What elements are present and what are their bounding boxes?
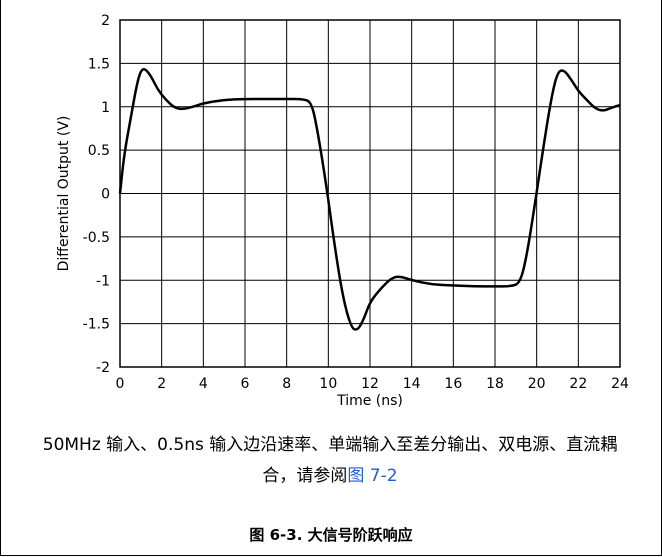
x-tick-label: 4 <box>199 376 208 392</box>
differential-output-trace <box>118 68 621 331</box>
y-tick-labels: 2 1.5 1 0.5 0 -0.5 -1 -1.5 -2 <box>83 13 110 376</box>
x-tick-label: 24 <box>611 376 629 392</box>
y-tick-label: 1.5 <box>88 56 110 72</box>
trace-layer <box>118 68 621 331</box>
x-tick-label: 12 <box>361 376 379 392</box>
x-axis-title: Time (ns) <box>336 393 403 409</box>
x-tick-label: 18 <box>486 376 504 392</box>
x-tick-label: 22 <box>569 376 587 392</box>
x-tick-label: 0 <box>116 376 125 392</box>
y-tick-label: 0 <box>101 187 110 203</box>
y-tick-label: -2 <box>96 360 110 376</box>
y-tick-label: -1.5 <box>83 317 110 333</box>
y-axis-title: Differential Output (V) <box>56 116 72 272</box>
x-tick-label: 16 <box>444 376 462 392</box>
x-tick-label: 2 <box>157 376 166 392</box>
figure-title: 图 6-3. 大信号阶跃响应 <box>249 526 413 544</box>
y-tick-label: -0.5 <box>83 230 110 246</box>
plot-border <box>119 19 621 368</box>
y-tick-label: 0.5 <box>88 143 110 159</box>
x-tick-label: 6 <box>241 376 250 392</box>
x-tick-label: 14 <box>403 376 421 392</box>
y-tick-label: 1 <box>101 100 110 116</box>
x-tick-labels: 0 2 4 6 8 10 12 14 16 18 20 22 24 <box>116 376 629 392</box>
chart-caption-note: 50MHz 输入、0.5ns 输入边沿速率、单端输入至差分输出、双电源、直流耦合… <box>30 430 630 492</box>
grid <box>119 19 621 368</box>
y-tick-label: -1 <box>96 273 110 289</box>
figure-reference-link[interactable]: 图 7-2 <box>347 466 398 486</box>
x-tick-label: 20 <box>528 376 546 392</box>
step-response-chart: 0 2 4 6 8 10 12 14 16 18 20 22 24 21.510.50-0.5-1-1.… <box>56 13 629 409</box>
y-tick-label: 2 <box>101 13 110 29</box>
note-text: 50MHz 输入、0.5ns 输入边沿速率、单端输入至差分输出、双电源、直流耦合… <box>42 435 618 486</box>
x-tick-label: 8 <box>282 376 291 392</box>
x-tick-label: 10 <box>319 376 337 392</box>
